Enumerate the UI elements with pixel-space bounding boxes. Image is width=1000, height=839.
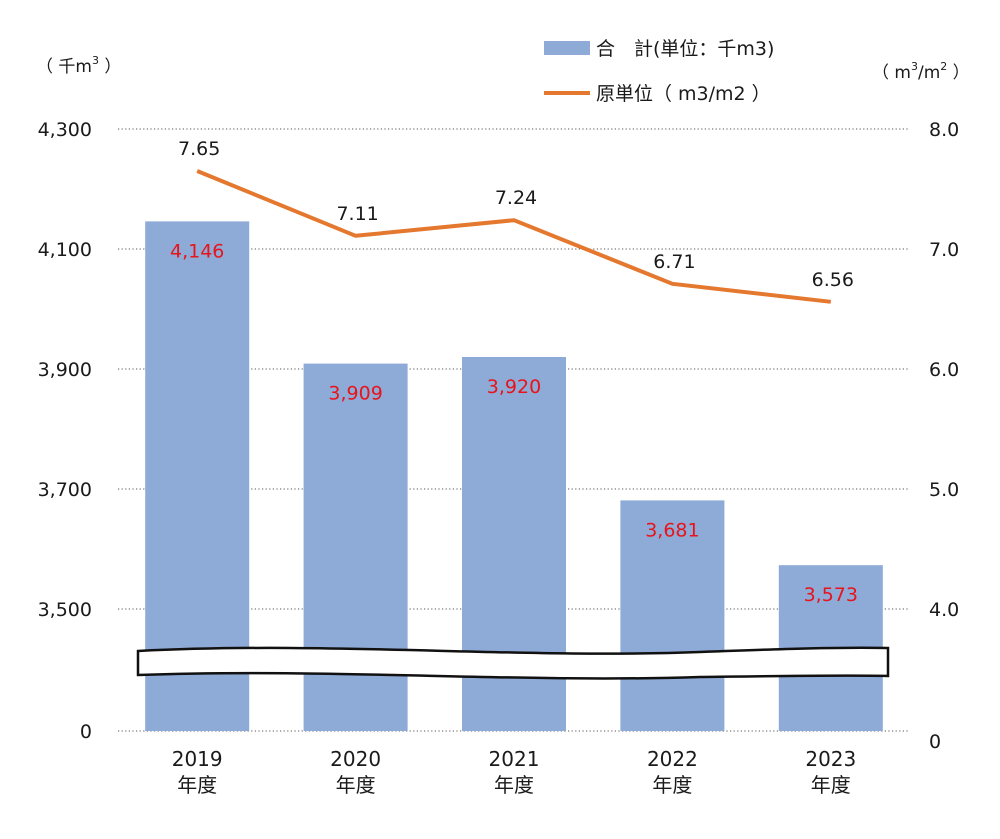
right-tick-label: 4.0 [929,599,959,621]
right-unit-sup2: 2 [940,60,947,73]
category-label: 2023 年度 [805,747,856,797]
right-tick-label: 7.0 [929,239,959,261]
left-unit-sup: 3 [92,54,99,67]
legend: 合 計(単位：千m3) 原単位（ m3/m2 ） [544,38,774,105]
line-value-label: 6.56 [812,269,854,291]
category-label-line: 2020 [330,747,381,771]
legend-bar-swatch [544,41,590,55]
bar-value-label: 4,146 [170,240,224,262]
category-label-line: 年度 [494,773,534,797]
category-label: 2020 年度 [330,747,381,797]
category-label: 2022 年度 [647,747,698,797]
axis-break-shape [136,646,890,680]
category-label-line: 2022 [647,747,698,771]
bar-value-label: 3,681 [645,519,699,541]
line-path [196,169,832,304]
left-tick-label: 3,500 [38,599,92,621]
category-label-line: 2023 [805,747,856,771]
left-tick-label: 0 [80,721,92,743]
category-label-line: 2021 [489,747,540,771]
line-value-label: 7.24 [495,187,537,209]
left-tick-label: 3,700 [38,479,92,501]
line-value-label: 6.71 [653,251,695,273]
right-unit-open: （ m [872,63,911,83]
legend-bar-label: 合 計(単位：千m3) [596,38,774,60]
right-axis-unit: （ m3/m2 ） [872,60,970,83]
line-value-label: 7.65 [178,138,220,160]
left-tick-label: 4,300 [38,119,92,141]
category-label-line: 年度 [811,773,851,797]
legend-line-label: 原単位（ m3/m2 ） [596,83,771,105]
right-unit-sup1: 3 [911,60,918,73]
right-tick-label: 8.0 [929,119,959,141]
left-axis-unit: （ 千m3 ） [36,54,121,77]
left-unit-close: ） [99,57,121,77]
bar [145,221,250,731]
left-axis: 0 3,500 3,700 3,900 4,100 4,300 [38,119,92,743]
bar-value-label: 3,909 [328,383,382,405]
left-tick-label: 3,900 [38,359,92,381]
line-value-label: 7.11 [336,203,378,225]
category-label: 2021 年度 [489,747,540,797]
category-label-line: 年度 [177,773,217,797]
right-tick-label: 5.0 [929,479,959,501]
right-axis: 0 4.0 5.0 6.0 7.0 8.0 [929,119,959,753]
bar-value-label: 3,573 [804,584,858,606]
left-unit-open: （ 千m [36,57,92,77]
category-label-line: 年度 [652,773,692,797]
right-unit-close: ） [947,63,969,83]
right-tick-label: 0 [929,731,941,753]
bar [620,500,725,731]
category-label: 2019 年度 [172,747,223,797]
right-tick-label: 6.0 [929,359,959,381]
bar-value-label: 3,920 [487,376,541,398]
line-series [196,169,832,304]
left-tick-label: 4,100 [38,239,92,261]
data-labels: 4,146 3,909 3,920 3,681 3,573 7.65 7.11 7.24 6.7… [170,138,858,606]
category-label-line: 2019 [172,747,223,771]
axis-break-band [136,646,890,680]
category-label-line: 年度 [336,773,376,797]
right-unit-mid: /m [918,63,940,83]
